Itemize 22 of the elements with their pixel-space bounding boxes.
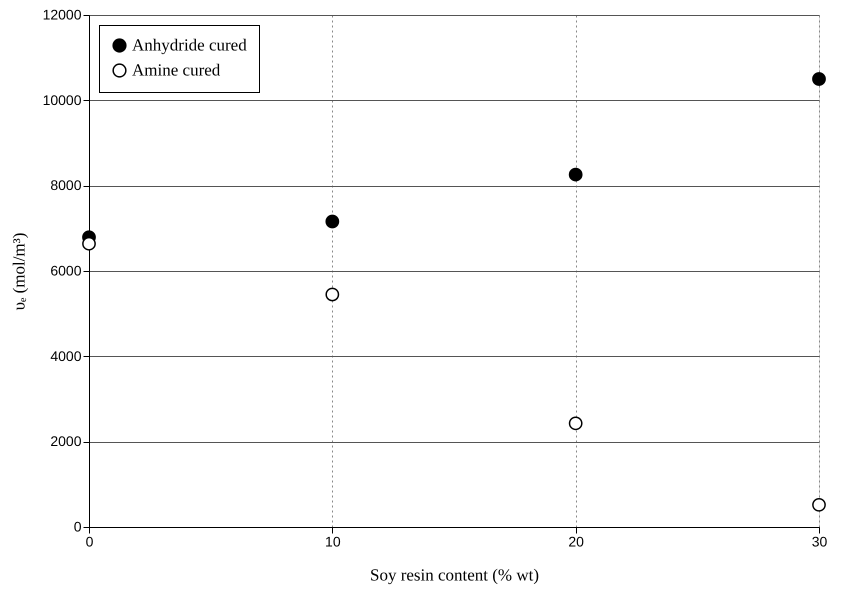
y-tick-label: 2000 [50, 433, 82, 450]
point [325, 214, 340, 228]
y-tick-label: 8000 [50, 177, 82, 194]
x-tick-label: 10 [325, 534, 341, 550]
y-tick-label: 0 [74, 518, 82, 534]
point [568, 416, 583, 430]
y-axis-title: υₑ (mol/m³) [10, 232, 29, 310]
x-tick-label: 20 [568, 534, 584, 550]
y-tick-label: 10000 [42, 92, 82, 108]
x-tick-label: 30 [812, 534, 828, 550]
point [568, 168, 583, 182]
y-tick-label: 12000 [42, 6, 82, 22]
legend-label: Amine cured [132, 60, 221, 80]
point [82, 236, 96, 251]
legend-label: Anhydride cured [132, 36, 248, 54]
point [812, 72, 826, 86]
x-axis-title: Soy resin content (% wt) [370, 566, 540, 584]
x-tick-label: 0 [86, 534, 94, 550]
point [325, 288, 340, 302]
y-tick-label: 4000 [50, 348, 82, 364]
point [812, 498, 826, 512]
y-tick-label: 6000 [50, 262, 82, 278]
